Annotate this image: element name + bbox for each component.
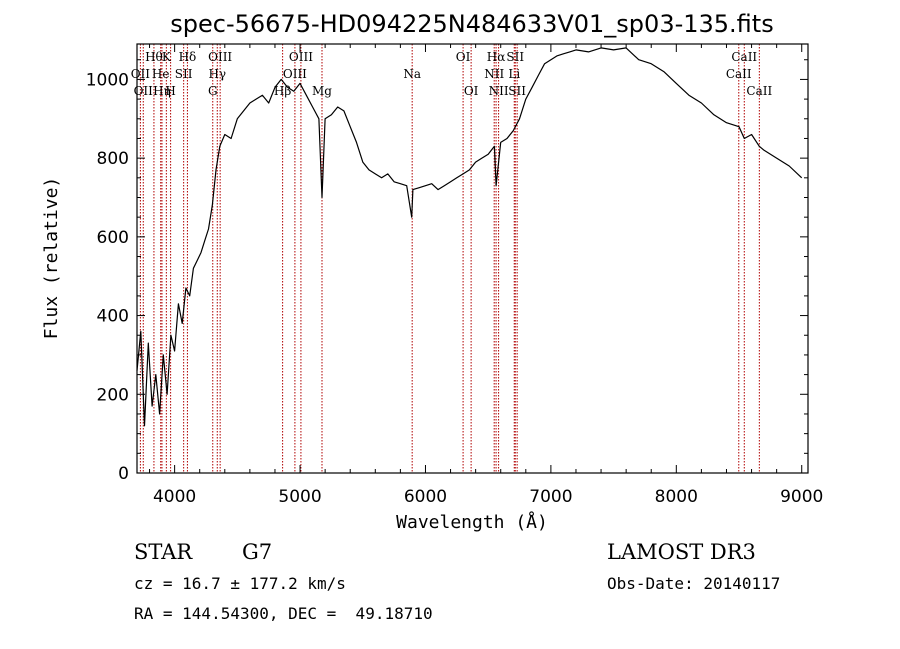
spectral-line-markers bbox=[139, 44, 760, 473]
observation-date: Obs-Date: 20140117 bbox=[607, 574, 780, 593]
spectral-line-label: He bbox=[152, 67, 170, 81]
y-tick-label: 800 bbox=[97, 149, 129, 169]
spectral-line-label: OII bbox=[134, 84, 154, 98]
spectral-line-label: OII bbox=[131, 67, 151, 81]
spectral-line-label: SII bbox=[508, 84, 526, 98]
spectral-line-label: NII bbox=[489, 84, 509, 98]
series-layer bbox=[136, 47, 803, 427]
spectral-line-label: OI bbox=[464, 84, 479, 98]
spectral-line-label: K bbox=[162, 50, 172, 64]
survey-name: LAMOST DR3 bbox=[607, 540, 756, 564]
object-class: STAR bbox=[134, 540, 193, 564]
x-tick-label: 9000 bbox=[780, 487, 823, 507]
x-tick-label: 7000 bbox=[529, 487, 572, 507]
y-tick-label: 1000 bbox=[86, 70, 129, 90]
spectral-line-label: SII bbox=[175, 67, 193, 81]
spectral-line-labels: OIIOIIHθHeHηKHSIIHδGHγOIIIHβOIIIOIIIMgNa… bbox=[131, 50, 773, 98]
spectral-line-label: OI bbox=[456, 50, 471, 64]
spectral-line-label: CaII bbox=[731, 50, 757, 64]
spectral-line-label: Na bbox=[403, 67, 421, 81]
spectrum-series-line bbox=[136, 47, 803, 427]
spectral-line-label: Hθ bbox=[145, 50, 163, 64]
spectral-line-label: H bbox=[165, 84, 175, 98]
ra-dec: RA = 144.54300, DEC = 49.18710 bbox=[134, 604, 433, 623]
spectral-line-label: SII bbox=[506, 50, 524, 64]
y-tick-label: 400 bbox=[97, 307, 129, 327]
y-tick-label: 200 bbox=[97, 385, 129, 405]
y-tick-label: 0 bbox=[118, 464, 129, 484]
spectral-line-label: OIII bbox=[289, 50, 313, 64]
spectral-line-label: NII bbox=[484, 67, 504, 81]
spectral-line-label: Hδ bbox=[179, 50, 197, 64]
x-tick-label: 4000 bbox=[153, 487, 196, 507]
spectral-line-label: Mg bbox=[312, 84, 332, 98]
x-axis: 4000 5000 6000 7000 8000 9000 bbox=[149, 44, 823, 507]
spectral-line-label: OIII bbox=[283, 67, 307, 81]
x-tick-label: 6000 bbox=[404, 487, 447, 507]
x-tick-label: 8000 bbox=[655, 487, 698, 507]
chart-title: spec-56675-HD094225N484633V01_sp03-135.f… bbox=[170, 10, 773, 38]
x-tick-label: 5000 bbox=[278, 487, 321, 507]
y-axis: 0 200 400 600 800 1000 bbox=[86, 59, 808, 484]
spectral-line-label: Hη bbox=[153, 84, 171, 98]
plot-frame bbox=[136, 43, 809, 474]
spectral-line-label: Hα bbox=[487, 50, 506, 64]
spectral-line-label: CaII bbox=[726, 67, 752, 81]
spectral-line-label: OIII bbox=[208, 50, 232, 64]
y-tick-label: 600 bbox=[97, 228, 129, 248]
spectral-line-label: Li bbox=[508, 67, 520, 81]
spectral-line-label: G bbox=[208, 84, 218, 98]
y-axis-label: Flux (relative) bbox=[41, 177, 62, 340]
x-axis-label: Wavelength (Å) bbox=[396, 511, 548, 533]
redshift-cz: cz = 16.7 ± 177.2 km/s bbox=[134, 574, 346, 593]
spectral-line-label: CaII bbox=[746, 84, 772, 98]
spectral-line-label: Hγ bbox=[208, 67, 226, 81]
object-subclass: G7 bbox=[242, 540, 272, 564]
